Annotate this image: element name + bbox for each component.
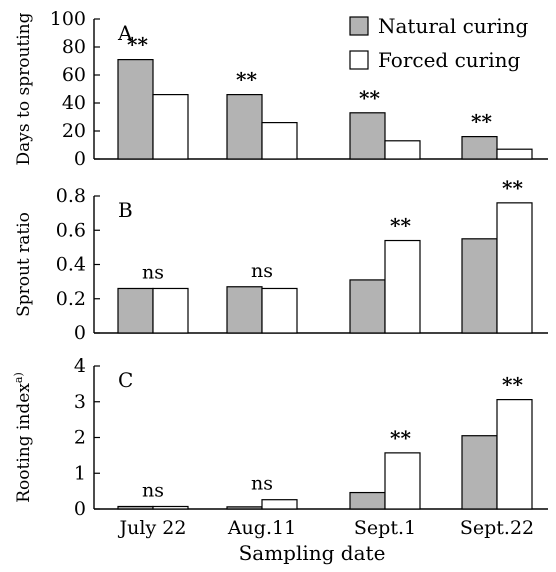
significance-annotation: ns (251, 260, 273, 282)
significance-annotation: ** (236, 68, 257, 92)
bar-natural (461, 238, 498, 334)
panel-letter: C (118, 368, 133, 392)
legend-label-natural: Natural curing (378, 14, 529, 38)
significance-annotation: ** (471, 110, 492, 134)
y-tick-label: 20 (62, 120, 86, 142)
significance-annotation: ** (390, 426, 411, 450)
significance-annotation: ** (359, 86, 380, 110)
y-axis-label-superscript: a) (12, 372, 25, 383)
bar-forced (261, 499, 298, 510)
significance-annotation: ** (127, 33, 148, 57)
bar-forced (496, 148, 533, 160)
x-tick-label: July 22 (118, 517, 187, 539)
bar-natural (349, 279, 386, 334)
panel-a: 0 20 40 60 80 100 A Days to sprouting ** ** ** ** (14, 8, 548, 170)
legend-label-forced: Forced curing (378, 48, 521, 72)
bar-natural (226, 506, 263, 510)
bar-natural (117, 58, 154, 160)
bar-forced (496, 399, 533, 510)
panel-letter: A (117, 21, 133, 45)
y-tick-label: 0.2 (56, 288, 86, 310)
x-axis-label: Sampling date (239, 541, 386, 565)
y-tick-label: 4 (74, 355, 86, 377)
bar-natural (461, 435, 498, 510)
x-tick-labels: July 22 Aug.11 Sept.1 Sept.22 (118, 517, 535, 539)
panel-c: 0 1 2 3 4 C Rooting indexa) ns ns ** ** (12, 355, 548, 520)
bar-natural (117, 287, 154, 334)
bar-natural (349, 112, 386, 160)
bar-natural (226, 93, 263, 160)
bar-forced (384, 239, 421, 334)
y-tick-label: 40 (62, 92, 86, 114)
y-tick-label: 0.8 (56, 185, 86, 207)
bar-forced (261, 287, 298, 334)
y-axis-label: Days to sprouting (14, 12, 34, 165)
panel-b: 0 0.2 0.4 0.6 0.8 B Sprout ratio ns ns ** ** (14, 176, 548, 344)
x-tick-label: Sept.1 (354, 517, 416, 539)
x-tick-label: Aug.11 (227, 517, 296, 539)
bar-natural (349, 491, 386, 510)
y-axis-label: Rooting indexa) (12, 372, 34, 503)
y-tick-label: 0 (74, 148, 86, 170)
y-tick-label: 1 (74, 462, 86, 484)
significance-annotation: ns (142, 479, 164, 501)
y-tick-label: 100 (50, 8, 86, 30)
x-tick-label: Sept.22 (460, 517, 534, 539)
bar-natural (461, 136, 498, 160)
y-tick-label: 0.4 (56, 254, 86, 276)
bar-forced (496, 202, 533, 334)
bar-natural (226, 286, 263, 334)
y-tick-label: 0 (74, 322, 86, 344)
significance-annotation: ns (142, 261, 164, 283)
legend-swatch-natural (349, 16, 369, 36)
y-tick-label: 0 (74, 498, 86, 520)
bar-forced (152, 287, 189, 334)
y-tick-label: 0.6 (56, 219, 86, 241)
bar-natural (117, 505, 154, 510)
significance-annotation: ** (390, 214, 411, 238)
legend-swatch-forced (349, 50, 369, 70)
y-axis-label: Sprout ratio (14, 212, 34, 317)
significance-annotation: ** (502, 176, 523, 200)
bar-forced (152, 505, 189, 510)
y-tick-label: 3 (74, 391, 86, 413)
significance-annotation: ** (502, 373, 523, 397)
bar-forced (384, 140, 421, 160)
y-tick-label: 80 (62, 36, 86, 58)
bar-forced (384, 452, 421, 510)
significance-annotation: ns (251, 473, 273, 495)
panel-letter: B (118, 198, 133, 222)
legend: Natural curing Forced curing (349, 14, 529, 72)
y-tick-label: 60 (62, 64, 86, 86)
bar-forced (261, 121, 298, 160)
y-tick-label: 2 (74, 427, 86, 449)
bar-forced (152, 93, 189, 160)
